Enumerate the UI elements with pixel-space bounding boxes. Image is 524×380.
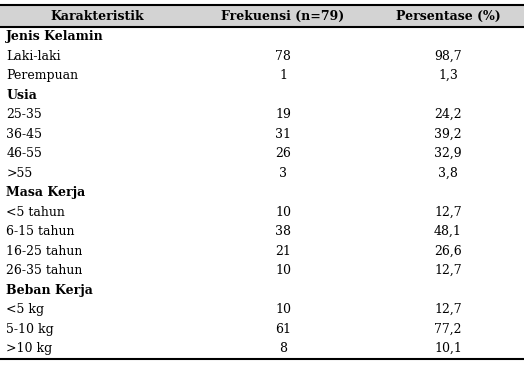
Text: 12,7: 12,7 [434,303,462,316]
Text: Laki-laki: Laki-laki [6,50,61,63]
Text: <5 kg: <5 kg [6,303,45,316]
Text: 46-55: 46-55 [6,147,42,160]
Text: 78: 78 [275,50,291,63]
Text: 26,6: 26,6 [434,245,462,258]
Text: >10 kg: >10 kg [6,342,52,355]
Text: 24,2: 24,2 [434,108,462,121]
Text: 3: 3 [279,167,287,180]
Bar [0,5,524,27]
Text: >55: >55 [6,167,32,180]
Text: <5 tahun: <5 tahun [6,206,65,219]
Text: 48,1: 48,1 [434,225,462,238]
Text: Jenis Kelamin: Jenis Kelamin [6,30,104,43]
Text: 3,8: 3,8 [438,167,458,180]
Text: 10: 10 [275,206,291,219]
Text: 19: 19 [275,108,291,121]
Text: 10: 10 [275,303,291,316]
Text: 1,3: 1,3 [438,69,458,82]
Text: 61: 61 [275,323,291,336]
Text: 31: 31 [275,128,291,141]
Text: Perempuan: Perempuan [6,69,78,82]
Text: 26: 26 [275,147,291,160]
Text: 6-15 tahun: 6-15 tahun [6,225,75,238]
Text: 98,7: 98,7 [434,50,462,63]
Text: 36-45: 36-45 [6,128,42,141]
Text: Frekuensi (n=79): Frekuensi (n=79) [221,10,345,22]
Text: Masa Kerja: Masa Kerja [6,186,85,199]
Text: 12,7: 12,7 [434,264,462,277]
Text: Usia: Usia [6,89,37,102]
Text: 39,2: 39,2 [434,128,462,141]
Text: 10: 10 [275,264,291,277]
Text: Persentase (%): Persentase (%) [396,10,500,22]
Text: 38: 38 [275,225,291,238]
Text: 26-35 tahun: 26-35 tahun [6,264,83,277]
Text: 16-25 tahun: 16-25 tahun [6,245,83,258]
Text: 10,1: 10,1 [434,342,462,355]
Text: 8: 8 [279,342,287,355]
Text: 5-10 kg: 5-10 kg [6,323,54,336]
Text: 25-35: 25-35 [6,108,42,121]
Text: 32,9: 32,9 [434,147,462,160]
Text: 21: 21 [275,245,291,258]
Text: 1: 1 [279,69,287,82]
Text: 77,2: 77,2 [434,323,462,336]
Text: Karakteristik: Karakteristik [50,10,144,22]
Text: 12,7: 12,7 [434,206,462,219]
Text: Beban Kerja: Beban Kerja [6,284,93,297]
